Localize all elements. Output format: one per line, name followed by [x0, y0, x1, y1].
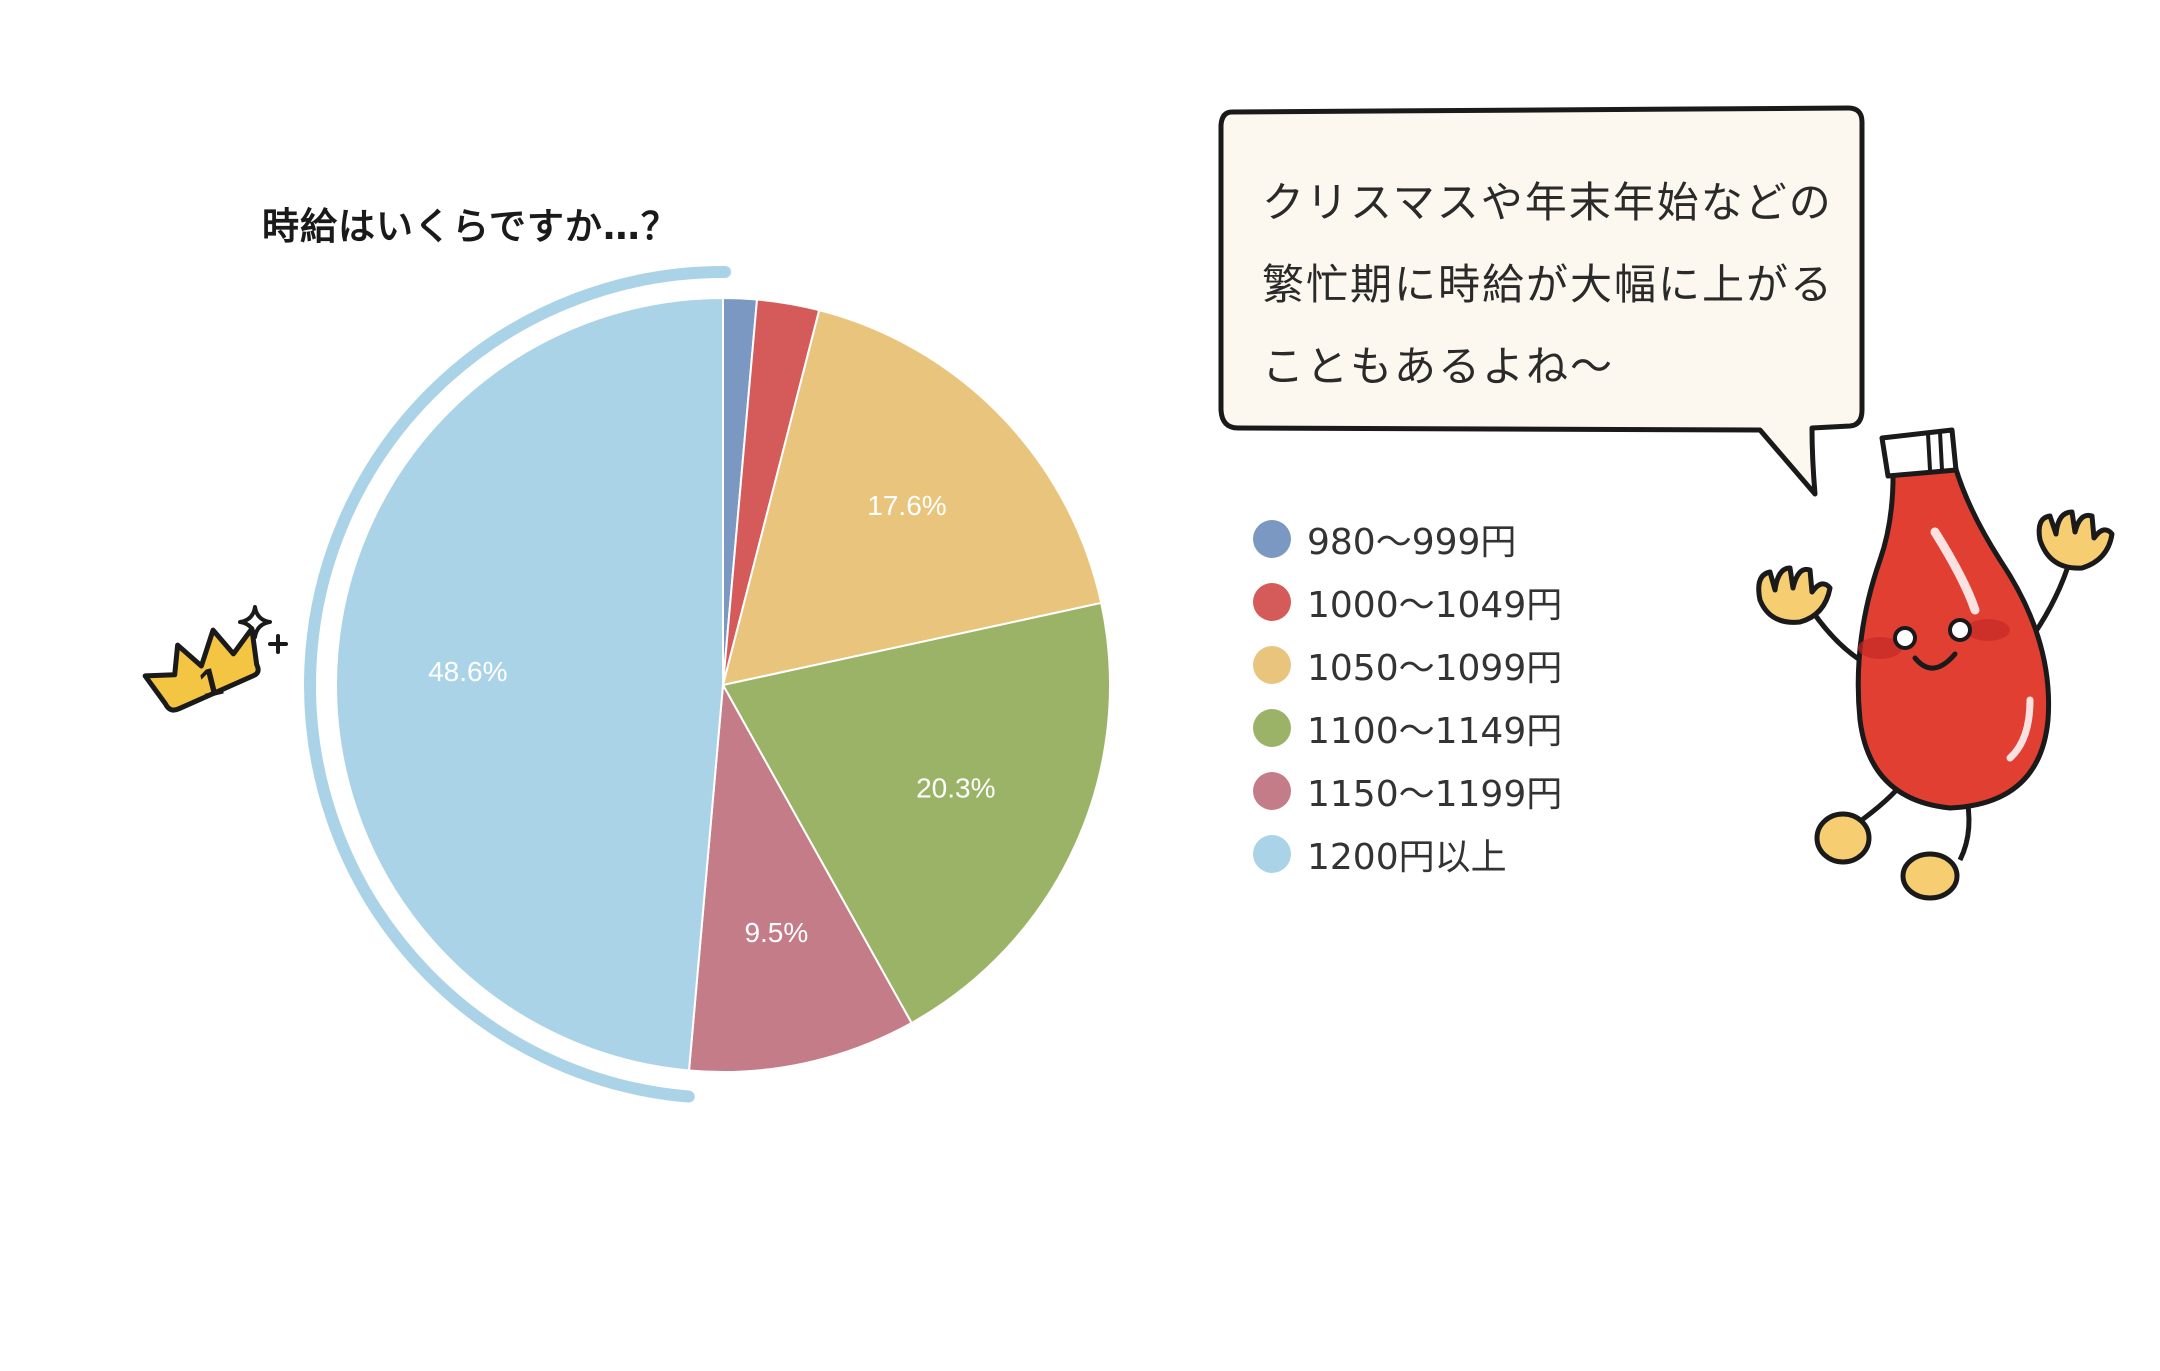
pie-slice: [721, 601, 1111, 1025]
legend-swatch: [1253, 519, 1291, 558]
sparkle-icon: [238, 605, 288, 654]
legend-label: 1200円以上: [1307, 836, 1507, 878]
legend-swatch: [1253, 771, 1291, 810]
pie-chart: [335, 296, 1111, 1073]
legend-swatch: [1253, 582, 1291, 621]
legend-item: 1000〜1049円: [1253, 570, 1562, 633]
legend-item: 980〜999円: [1253, 507, 1562, 570]
pie-slice: [687, 681, 913, 1073]
pie-data-label: 48.6%: [428, 656, 507, 687]
legend-label: 1150〜1199円: [1307, 773, 1563, 815]
legend-swatch: [1253, 708, 1291, 747]
pie-data-label: 9.5%: [744, 917, 808, 948]
pie-data-labels: 17.6% 20.3% 9.5% 48.6%: [428, 490, 995, 948]
legend-swatch: [1253, 834, 1291, 873]
pie-slice: [721, 308, 1103, 687]
speech-bubble: [1218, 105, 1865, 497]
legend-item: 1050〜1099円: [1253, 633, 1562, 696]
legend-label: 1000〜1049円: [1307, 584, 1563, 626]
top-slice-highlight-arc: [304, 266, 732, 1103]
chart-legend: 980〜999円 1000〜1049円 1050〜1099円 1100〜1149…: [1253, 507, 1562, 885]
legend-label: 1050〜1099円: [1307, 647, 1563, 689]
legend-item: 1100〜1149円: [1253, 696, 1562, 759]
speech-line-1: クリスマスや年末年始などの: [1262, 178, 1833, 227]
legend-label: 1100〜1149円: [1307, 710, 1563, 752]
legend-swatch: [1253, 645, 1291, 684]
ketchup-mascot-icon: [1756, 427, 2115, 901]
crown-icon: 1: [142, 626, 261, 713]
legend-item: 1150〜1199円: [1253, 759, 1562, 822]
speech-line-2: 繁忙期に時給が大幅に上がる: [1262, 260, 1835, 309]
legend-label: 980〜999円: [1307, 521, 1517, 563]
legend-item: 1200円以上: [1253, 822, 1562, 885]
chart-title: 時給はいくらですか…？: [262, 205, 679, 248]
pie-slice: [335, 296, 724, 1072]
pie-data-label: 17.6%: [867, 490, 946, 521]
speech-bubble-text: クリスマスや年末年始などの 繁忙期に時給が大幅に上がる こともあるよね〜: [1262, 162, 1862, 408]
pie-data-label: 20.3%: [916, 772, 995, 803]
speech-line-3: こともあるよね〜: [1262, 342, 1615, 391]
